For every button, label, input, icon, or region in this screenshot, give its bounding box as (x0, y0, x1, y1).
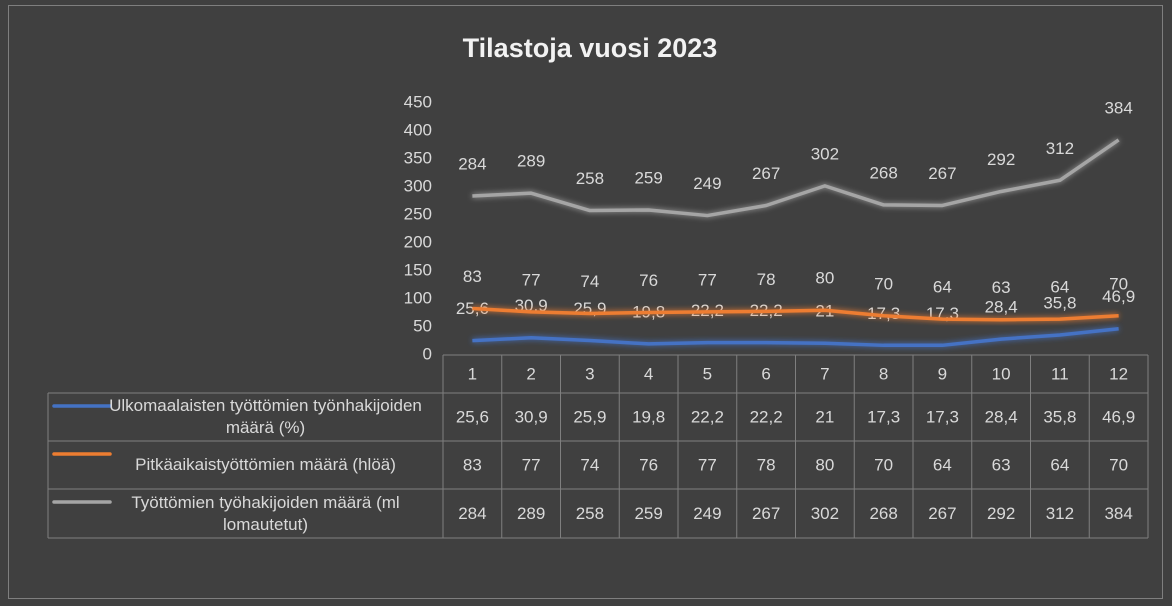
x-tick-label: 11 (1051, 364, 1069, 383)
series-line (472, 326, 1119, 348)
y-tick-label: 100 (404, 288, 432, 307)
x-tick-label: 2 (526, 364, 535, 383)
data-label: 302 (811, 144, 839, 163)
table-value: 70 (1109, 455, 1128, 474)
table-value: 258 (576, 504, 604, 523)
x-tick-label: 5 (703, 364, 712, 383)
table-value: 289 (517, 504, 545, 523)
legend-label: Pitkäaikaistyöttömien määrä (hlöä) (135, 455, 396, 474)
y-tick-label: 200 (404, 232, 432, 251)
x-tick-label: 3 (585, 364, 594, 383)
table-value: 267 (752, 504, 780, 523)
data-label: 267 (752, 164, 780, 183)
x-tick-label: 1 (468, 364, 477, 383)
table-value: 78 (757, 455, 776, 474)
table-value: 74 (580, 455, 599, 474)
table-value: 25,6 (456, 407, 489, 426)
data-label: 259 (634, 168, 662, 187)
x-tick-label: 10 (992, 364, 1011, 383)
table-value: 77 (522, 455, 541, 474)
data-label: 284 (458, 154, 486, 173)
data-label: 268 (869, 163, 897, 182)
chart-title: Tilastoja vuosi 2023 (463, 33, 718, 63)
table-value: 22,2 (691, 407, 724, 426)
table-value: 35,8 (1043, 407, 1076, 426)
frame (8, 5, 1163, 599)
data-label: 292 (987, 150, 1015, 169)
x-tick-label: 7 (820, 364, 829, 383)
table-value: 80 (815, 455, 834, 474)
data-label: 312 (1046, 139, 1074, 158)
table-value: 17,3 (867, 407, 900, 426)
table-value: 302 (811, 504, 839, 523)
x-tick-label: 8 (879, 364, 888, 383)
table-value: 64 (933, 455, 952, 474)
data-label: 258 (576, 169, 604, 188)
data-label: 384 (1104, 98, 1132, 117)
legend-cell: Ulkomaalaisten työttömien työnhakijoiden… (109, 396, 422, 437)
data-label: 70 (874, 274, 893, 293)
data-label: 267 (928, 164, 956, 183)
data-label: 35,8 (1043, 293, 1076, 312)
table-value: 30,9 (515, 407, 548, 426)
table-value: 292 (987, 504, 1015, 523)
x-tick-label: 6 (761, 364, 770, 383)
data-label: 64 (933, 278, 952, 297)
legend-label: Ulkomaalaisten työttömien työnhakijoiden… (109, 396, 422, 437)
legend-label: Työttömien työhakijoiden määrä (ml lomau… (131, 492, 400, 534)
table-value: 22,2 (750, 407, 783, 426)
table-value: 384 (1104, 504, 1132, 523)
table-value: 46,9 (1102, 407, 1135, 426)
x-tick-label: 9 (938, 364, 947, 383)
table-value: 284 (458, 504, 486, 523)
y-tick-label: 300 (404, 176, 432, 195)
legend-cell: Pitkäaikaistyöttömien määrä (hlöä) (135, 455, 396, 474)
legend-cell: Työttömien työhakijoiden määrä (ml lomau… (131, 492, 400, 534)
table-value: 25,9 (573, 407, 606, 426)
data-label: 46,9 (1102, 287, 1135, 306)
table-value: 28,4 (985, 407, 1018, 426)
table-value: 63 (992, 455, 1011, 474)
y-tick-label: 450 (404, 92, 432, 111)
table-value: 267 (928, 504, 956, 523)
data-label: 83 (463, 267, 482, 286)
table-value: 17,3 (926, 407, 959, 426)
y-tick-label: 250 (404, 204, 432, 223)
data-label: 28,4 (985, 298, 1018, 317)
table-value: 70 (874, 455, 893, 474)
data-label: 289 (517, 152, 545, 171)
y-tick-label: 400 (404, 120, 432, 139)
data-label: 78 (757, 270, 776, 289)
data-label: 63 (992, 278, 1011, 297)
y-tick-label: 150 (404, 260, 432, 279)
x-tick-label: 12 (1109, 364, 1128, 383)
y-tick-label: 50 (413, 316, 432, 335)
data-label: 77 (522, 270, 541, 289)
table-value: 83 (463, 455, 482, 474)
data-label: 70 (1109, 274, 1128, 293)
table-value: 249 (693, 504, 721, 523)
data-label: 77 (698, 270, 717, 289)
data-label: 76 (639, 271, 658, 290)
y-tick-label: 0 (423, 344, 432, 363)
data-label: 80 (815, 269, 834, 288)
table-value: 259 (634, 504, 662, 523)
series-line (472, 306, 1119, 322)
table-value: 21 (815, 407, 834, 426)
table-value: 77 (698, 455, 717, 474)
data-label: 17,3 (867, 304, 900, 323)
series-line (472, 138, 1120, 218)
table-value: 312 (1046, 504, 1074, 523)
data-label: 249 (693, 174, 721, 193)
table-value: 76 (639, 455, 658, 474)
table-value: 268 (869, 504, 897, 523)
table-value: 64 (1050, 455, 1069, 474)
y-tick-label: 350 (404, 148, 432, 167)
x-tick-label: 4 (644, 364, 653, 383)
data-label: 64 (1050, 278, 1069, 297)
table-value: 19,8 (632, 407, 665, 426)
data-label: 74 (580, 272, 599, 291)
